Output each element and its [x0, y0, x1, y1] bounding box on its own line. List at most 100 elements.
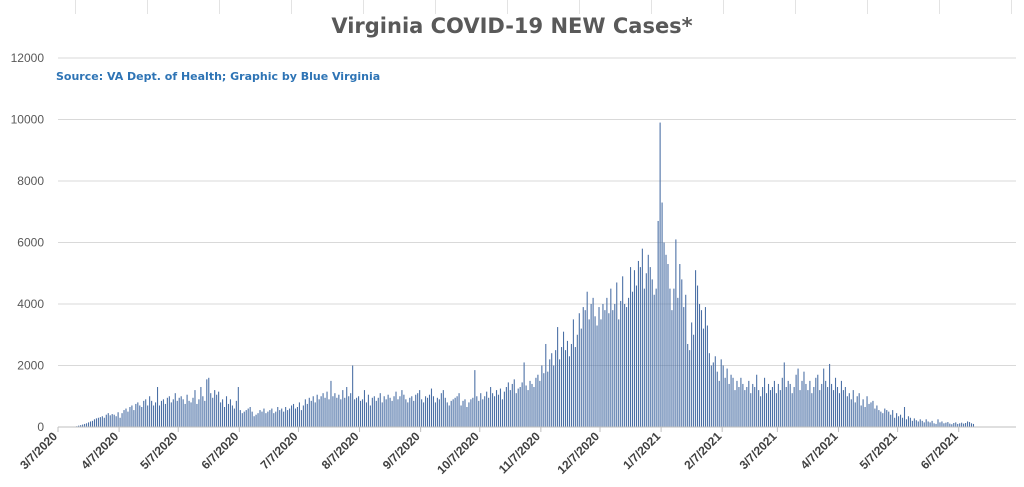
bar	[647, 254, 649, 427]
bar	[468, 402, 470, 427]
bar	[884, 408, 886, 427]
bar	[397, 399, 399, 427]
bar	[340, 399, 342, 427]
y-tick-label: 4000	[17, 297, 44, 311]
bar	[129, 407, 131, 427]
bar	[669, 288, 671, 428]
bar	[730, 374, 732, 427]
bar	[529, 380, 531, 428]
bar	[596, 325, 598, 427]
bar	[791, 393, 793, 427]
bar	[870, 402, 872, 427]
bar	[643, 288, 645, 428]
bar	[789, 383, 791, 427]
bar	[517, 388, 519, 427]
bar	[840, 380, 842, 428]
bar	[535, 377, 537, 427]
bar	[833, 390, 835, 427]
bar	[572, 319, 574, 428]
bar	[302, 405, 304, 427]
bar	[631, 291, 634, 427]
bar	[342, 390, 344, 427]
bar	[212, 397, 214, 427]
bar	[610, 288, 612, 428]
x-tick-label: 6/7/2020	[199, 429, 242, 472]
bar	[348, 396, 350, 427]
bar	[600, 319, 602, 428]
bar	[724, 377, 726, 427]
bar	[320, 396, 322, 427]
bar	[296, 407, 298, 427]
bar	[322, 393, 324, 427]
bar	[316, 394, 318, 427]
bar	[630, 267, 632, 427]
bar	[170, 402, 172, 427]
bar	[854, 402, 856, 427]
bar	[651, 279, 653, 427]
bar	[421, 399, 423, 427]
bar	[438, 399, 440, 427]
bar	[744, 390, 746, 427]
sheet-column-line	[867, 0, 868, 14]
bar	[350, 393, 352, 427]
bar	[281, 408, 283, 427]
bar	[289, 408, 291, 427]
bar	[86, 423, 88, 427]
bar	[775, 393, 777, 427]
chart-title: Virginia COVID-19 NEW Cases*	[331, 14, 693, 38]
bar	[890, 414, 892, 427]
bar	[200, 387, 202, 427]
bar	[807, 390, 809, 427]
x-tick-label: 1/7/2021	[620, 429, 663, 472]
bar	[151, 400, 153, 427]
bar	[868, 403, 870, 427]
bar	[495, 390, 498, 427]
bar	[190, 402, 192, 427]
bar	[823, 368, 825, 427]
bar	[395, 391, 397, 427]
bar	[227, 403, 230, 427]
bar	[448, 405, 450, 427]
bar	[482, 399, 484, 427]
bar	[273, 413, 275, 427]
bar	[363, 390, 366, 427]
bar	[361, 399, 364, 427]
bar	[864, 407, 866, 427]
bar	[237, 387, 239, 427]
bar	[84, 423, 86, 427]
bar	[923, 422, 925, 427]
bar	[501, 399, 503, 427]
sheet-column-line	[1011, 0, 1012, 14]
bar	[740, 377, 742, 427]
bar	[458, 393, 460, 427]
bar	[801, 380, 803, 428]
bar	[689, 350, 691, 428]
bar	[728, 383, 730, 427]
sheet-column-line	[291, 0, 292, 14]
bar	[783, 362, 785, 427]
bar	[277, 407, 279, 427]
bar	[608, 313, 610, 427]
bar	[805, 383, 807, 427]
bar	[963, 423, 965, 427]
bar	[523, 362, 525, 427]
bar	[511, 383, 513, 427]
bar	[432, 396, 434, 427]
bar	[525, 385, 527, 427]
bar	[620, 300, 622, 427]
bar	[777, 383, 779, 427]
bar	[578, 313, 580, 427]
bar	[915, 420, 917, 427]
bar	[626, 307, 628, 427]
bar	[279, 410, 281, 427]
bar	[137, 402, 139, 427]
bar	[831, 383, 833, 427]
bar	[257, 413, 259, 427]
bar	[484, 396, 486, 427]
bar	[304, 399, 306, 427]
bar	[210, 393, 212, 427]
bar	[247, 408, 249, 427]
bar	[291, 405, 293, 427]
bar	[931, 420, 933, 427]
bar	[89, 421, 92, 427]
